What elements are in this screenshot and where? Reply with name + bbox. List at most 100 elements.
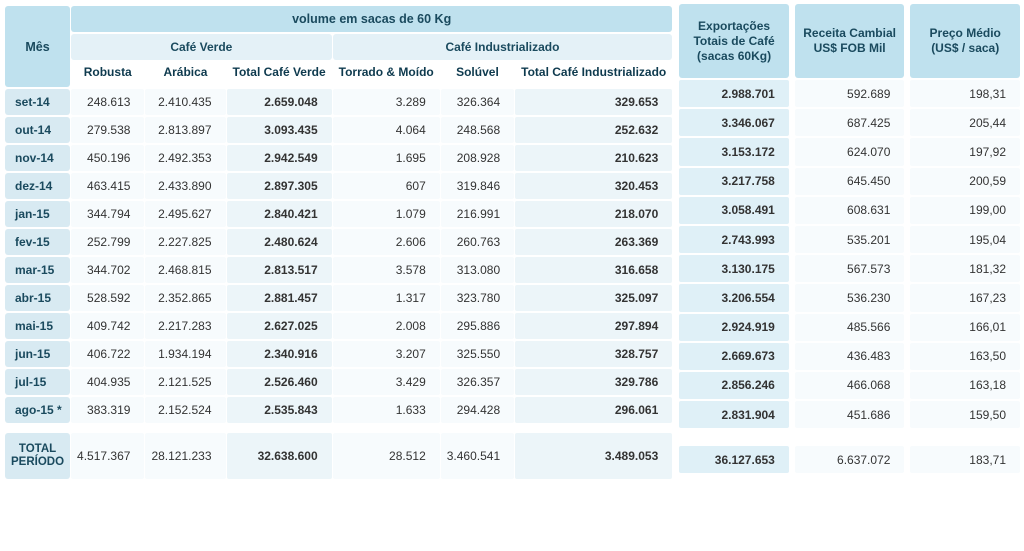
header-cafe-verde: Café Verde [71, 34, 332, 60]
right-cell-rec: 645.450 [795, 168, 905, 195]
right-cell-rec: 624.070 [795, 138, 905, 165]
right-cell-exp: 2.856.246 [679, 372, 789, 399]
right-cell-exp: 2.743.993 [679, 226, 789, 253]
cell-robusta: 383.319 [71, 397, 144, 423]
cell-total-ind: 329.653 [515, 89, 672, 115]
total-robusta: 4.517.367 [71, 433, 144, 479]
cell-torrado: 1.079 [333, 201, 440, 227]
month-cell: fev-15 [5, 229, 70, 255]
right-total-pre: 183,71 [910, 446, 1020, 473]
right-cell-exp: 3.153.172 [679, 138, 789, 165]
cell-torrado: 1.633 [333, 397, 440, 423]
right-cell-rec: 687.425 [795, 109, 905, 136]
col-arabica: Arábica [145, 62, 225, 87]
table-row: ago-15 *383.3192.152.5242.535.8431.63329… [5, 397, 672, 423]
right-cell-pre: 166,01 [910, 314, 1020, 341]
right-cell-rec: 592.689 [795, 80, 905, 107]
cell-soluvel: 319.846 [441, 173, 514, 199]
right-cell-rec: 535.201 [795, 226, 905, 253]
table-row: dez-14463.4152.433.8902.897.305607319.84… [5, 173, 672, 199]
right-cell-rec: 485.566 [795, 314, 905, 341]
cell-robusta: 252.799 [71, 229, 144, 255]
month-cell: abr-15 [5, 285, 70, 311]
cell-total-verde: 2.627.025 [227, 313, 332, 339]
cell-total-ind: 210.623 [515, 145, 672, 171]
cell-soluvel: 294.428 [441, 397, 514, 423]
cell-arabica: 2.352.865 [145, 285, 225, 311]
cell-torrado: 1.695 [333, 145, 440, 171]
cell-total-ind: 252.632 [515, 117, 672, 143]
cell-robusta: 528.592 [71, 285, 144, 311]
table-row: abr-15528.5922.352.8652.881.4571.317323.… [5, 285, 672, 311]
col-total-verde: Total Café Verde [227, 62, 332, 87]
month-cell: mai-15 [5, 313, 70, 339]
cell-total-verde: 2.535.843 [227, 397, 332, 423]
cell-total-ind: 328.757 [515, 341, 672, 367]
cell-total-verde: 2.840.421 [227, 201, 332, 227]
cell-arabica: 2.227.825 [145, 229, 225, 255]
cell-total-ind: 325.097 [515, 285, 672, 311]
month-cell: jun-15 [5, 341, 70, 367]
cell-total-verde: 3.093.435 [227, 117, 332, 143]
cell-robusta: 248.613 [71, 89, 144, 115]
table-row: set-14248.6132.410.4352.659.0483.289326.… [5, 89, 672, 115]
cell-robusta: 344.794 [71, 201, 144, 227]
cell-total-verde: 2.480.624 [227, 229, 332, 255]
right-cell-pre: 181,32 [910, 255, 1020, 282]
cell-torrado: 2.008 [333, 313, 440, 339]
right-panel: Exportações Totais de Café (sacas 60Kg) … [679, 4, 1020, 481]
left-panel: Mês volume em sacas de 60 Kg Café Verde … [4, 4, 673, 481]
cell-total-verde: 2.897.305 [227, 173, 332, 199]
cell-soluvel: 313.080 [441, 257, 514, 283]
cell-total-ind: 316.658 [515, 257, 672, 283]
cell-total-ind: 296.061 [515, 397, 672, 423]
total-verde: 32.638.600 [227, 433, 332, 479]
right-cell-rec: 608.631 [795, 197, 905, 224]
cell-arabica: 2.433.890 [145, 173, 225, 199]
cell-arabica: 2.468.815 [145, 257, 225, 283]
right-cell-exp: 2.669.673 [679, 343, 789, 370]
right-cell-exp: 3.058.491 [679, 197, 789, 224]
table-row: mai-15409.7422.217.2832.627.0252.008295.… [5, 313, 672, 339]
cell-total-ind: 297.894 [515, 313, 672, 339]
cell-total-ind: 263.369 [515, 229, 672, 255]
right-total-exp: 36.127.653 [679, 446, 789, 473]
header-export: Exportações Totais de Café (sacas 60Kg) [679, 4, 789, 78]
cell-arabica: 2.152.524 [145, 397, 225, 423]
right-cell-rec: 466.068 [795, 372, 905, 399]
right-cell-exp: 3.346.067 [679, 109, 789, 136]
right-cell-pre: 199,00 [910, 197, 1020, 224]
month-cell: jan-15 [5, 201, 70, 227]
header-receita: Receita Cambial US$ FOB Mil [795, 4, 905, 78]
cell-soluvel: 208.928 [441, 145, 514, 171]
volume-table: Mês volume em sacas de 60 Kg Café Verde … [4, 4, 673, 481]
header-cafe-ind: Café Industrializado [333, 34, 673, 60]
cell-torrado: 4.064 [333, 117, 440, 143]
right-cell-pre: 197,92 [910, 138, 1020, 165]
header-volume: volume em sacas de 60 Kg [71, 6, 672, 32]
right-cell-exp: 3.206.554 [679, 284, 789, 311]
table-wrapper: Mês volume em sacas de 60 Kg Café Verde … [4, 4, 1020, 481]
total-label: TOTALPERÍODO [5, 433, 70, 479]
right-cell-rec: 436.483 [795, 343, 905, 370]
cell-total-verde: 2.813.517 [227, 257, 332, 283]
month-cell: set-14 [5, 89, 70, 115]
cell-total-verde: 2.942.549 [227, 145, 332, 171]
header-preco: Preço Médio (US$ / saca) [910, 4, 1020, 78]
col-preco: Preço Médio (US$ / saca) 198,31205,44197… [910, 4, 1020, 481]
table-row: jul-15404.9352.121.5252.526.4603.429326.… [5, 369, 672, 395]
right-cell-exp: 2.831.904 [679, 401, 789, 428]
cell-total-verde: 2.881.457 [227, 285, 332, 311]
right-cell-exp: 2.988.701 [679, 80, 789, 107]
cell-torrado: 2.606 [333, 229, 440, 255]
right-cell-pre: 200,59 [910, 168, 1020, 195]
col-soluvel: Solúvel [441, 62, 514, 87]
month-cell: dez-14 [5, 173, 70, 199]
cell-robusta: 406.722 [71, 341, 144, 367]
col-robusta: Robusta [71, 62, 144, 87]
cell-soluvel: 248.568 [441, 117, 514, 143]
total-row: TOTALPERÍODO4.517.36728.121.23332.638.60… [5, 433, 672, 479]
month-cell: jul-15 [5, 369, 70, 395]
cell-total-verde: 2.526.460 [227, 369, 332, 395]
cell-soluvel: 260.763 [441, 229, 514, 255]
